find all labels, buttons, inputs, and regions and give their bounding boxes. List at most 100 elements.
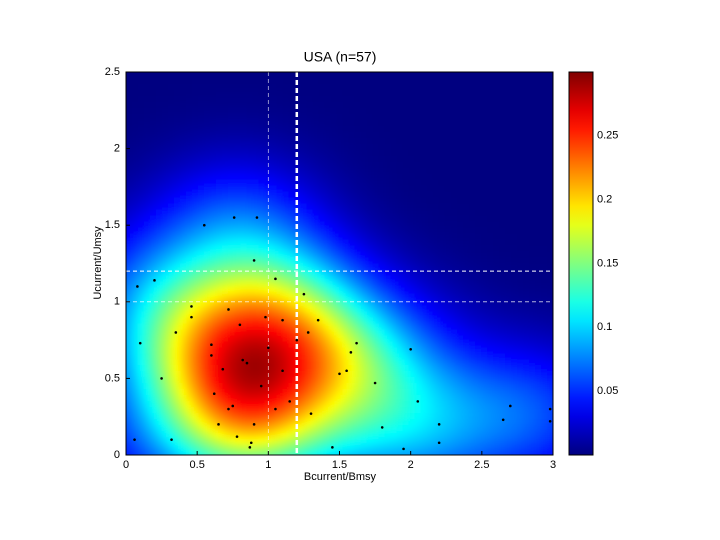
- density-cell: [306, 245, 314, 253]
- density-cell: [534, 407, 542, 414]
- density-cell: [258, 60, 265, 67]
- density-cell: [354, 395, 362, 402]
- density-cell: [276, 197, 283, 205]
- density-cell: [541, 60, 548, 67]
- density-cell: [288, 443, 295, 450]
- density-cell: [168, 443, 175, 450]
- density-cell: [162, 299, 169, 306]
- density-cell: [342, 215, 350, 223]
- density-cell: [210, 95, 217, 103]
- density-cell: [468, 443, 476, 450]
- density-cell: [414, 317, 422, 324]
- density-cell: [510, 179, 518, 187]
- density-cell: [492, 95, 500, 103]
- density-cell: [174, 413, 181, 420]
- density-cell: [186, 203, 193, 211]
- density-cell: [234, 251, 241, 259]
- density-cell: [468, 347, 476, 354]
- density-cell: [360, 179, 368, 187]
- density-cell: [534, 125, 542, 133]
- density-cell: [288, 419, 295, 426]
- density-cell: [528, 89, 536, 97]
- density-cell: [144, 203, 151, 211]
- density-cell: [168, 269, 175, 277]
- density-cell: [186, 209, 193, 217]
- density-cell: [384, 389, 392, 396]
- density-cell: [324, 455, 331, 462]
- density-cell: [150, 437, 157, 444]
- density-cell: [384, 287, 392, 295]
- density-cell: [246, 155, 253, 163]
- density-cell: [402, 401, 410, 408]
- density-cell: [474, 365, 482, 372]
- density-cell: [306, 365, 314, 372]
- density-cell: [414, 389, 422, 396]
- density-cell: [384, 443, 392, 450]
- density-cell: [414, 395, 422, 402]
- density-cell: [252, 83, 259, 91]
- density-cell: [192, 269, 199, 277]
- density-cell: [204, 407, 211, 414]
- density-cell: [456, 89, 464, 97]
- density-cell: [162, 329, 169, 336]
- density-cell: [144, 95, 151, 103]
- density-cell: [204, 60, 211, 67]
- density-cell: [342, 275, 350, 283]
- density-cell: [342, 173, 350, 181]
- density-cell: [180, 281, 187, 289]
- density-cell: [546, 83, 553, 91]
- density-cell: [432, 83, 440, 91]
- density-cell: [144, 425, 151, 432]
- density-cell: [270, 353, 277, 360]
- density-cell: [546, 407, 553, 414]
- density-cell: [282, 305, 289, 312]
- density-cell: [408, 119, 416, 127]
- density-cell: [162, 149, 169, 157]
- density-cell: [408, 425, 416, 432]
- density-cell: [396, 83, 404, 91]
- density-cell: [198, 251, 205, 259]
- density-cell: [450, 323, 458, 330]
- density-cell: [396, 173, 404, 181]
- density-cell: [360, 449, 368, 455]
- density-cell: [246, 299, 253, 306]
- density-cell: [204, 263, 211, 271]
- density-cell: [546, 143, 553, 151]
- density-cell: [336, 413, 344, 420]
- density-cell: [162, 251, 169, 259]
- density-cell: [132, 359, 139, 366]
- density-cell: [396, 401, 404, 408]
- density-cell: [300, 443, 308, 450]
- density-cell: [228, 185, 235, 193]
- density-cell: [336, 317, 344, 324]
- density-cell: [222, 239, 229, 247]
- density-cell: [414, 101, 422, 109]
- density-cell: [444, 257, 452, 265]
- density-cell: [336, 233, 344, 241]
- density-cell: [342, 221, 350, 229]
- density-cell: [498, 113, 506, 121]
- density-cell: [510, 89, 518, 97]
- density-cell: [306, 149, 314, 157]
- density-cell: [282, 257, 289, 265]
- density-cell: [486, 95, 494, 103]
- density-cell: [246, 60, 253, 67]
- density-cell: [432, 155, 440, 163]
- density-cell: [264, 60, 271, 67]
- density-cell: [546, 311, 553, 318]
- density-cell: [174, 287, 181, 295]
- density-cell: [546, 167, 553, 175]
- density-cell: [288, 245, 295, 253]
- density-cell: [228, 353, 235, 360]
- density-cell: [468, 72, 476, 79]
- density-cell: [492, 335, 500, 342]
- density-cell: [270, 359, 277, 366]
- density-cell: [174, 329, 181, 336]
- density-cell: [528, 209, 536, 217]
- density-cell: [228, 233, 235, 241]
- density-cell: [468, 179, 476, 187]
- density-cell: [132, 155, 139, 163]
- density-cell: [523, 60, 530, 67]
- density-cell: [162, 227, 169, 235]
- density-cell: [330, 353, 338, 360]
